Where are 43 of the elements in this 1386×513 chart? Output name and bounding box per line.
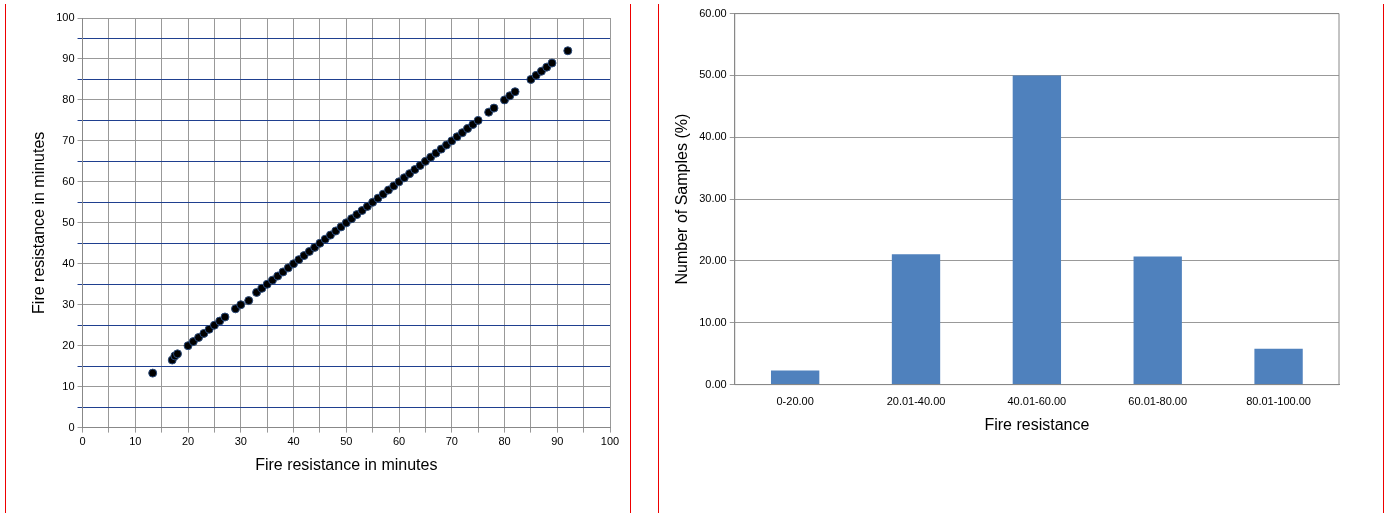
- bar: [1254, 348, 1303, 385]
- y-axis-title: Fire resistance in minutes: [30, 131, 48, 314]
- x-tick-label: 70: [445, 435, 458, 448]
- y-tick-label: 60.00: [699, 6, 727, 19]
- y-tick-label: 0.00: [705, 377, 727, 390]
- y-tick-label: 10: [62, 379, 75, 392]
- y-tick-label: 70: [62, 133, 75, 146]
- y-tick-label: 60: [62, 174, 75, 187]
- x-tick-label: 80: [498, 435, 511, 448]
- y-tick-label: 50.00: [699, 68, 727, 81]
- x-tick-label: 60: [392, 435, 406, 448]
- y-tick-label: 30.00: [699, 192, 727, 205]
- x-tick-label: 80.01-100.00: [1246, 395, 1311, 408]
- x-tick-label: 40.01-60.00: [1007, 395, 1067, 408]
- y-tick-label: 40.00: [699, 130, 727, 143]
- x-tick-label: 50: [340, 435, 353, 448]
- x-tick-label: 100: [600, 435, 620, 448]
- x-tick-label: 30: [234, 435, 247, 448]
- y-tick-label: 50: [62, 215, 75, 228]
- y-tick-label: 80: [62, 92, 75, 105]
- x-tick-label: 0: [79, 435, 86, 448]
- x-tick-label: 40: [287, 435, 300, 448]
- x-tick-label: 60.01-80.00: [1128, 395, 1188, 408]
- y-axis-title: Number of Samples (%): [673, 113, 691, 285]
- x-tick-label: 20: [181, 435, 195, 448]
- x-tick-label: 0-20.00: [776, 395, 814, 408]
- bar: [1012, 75, 1062, 385]
- bar: [891, 254, 941, 385]
- y-tick-label: 20.00: [699, 253, 727, 266]
- y-tick-label: 90: [62, 51, 75, 64]
- x-axis-title: Fire resistance: [984, 415, 1090, 433]
- y-tick-label: 20: [62, 338, 75, 351]
- y-tick-label: 10.00: [699, 315, 727, 328]
- x-tick-label: 20.01-40.00: [886, 395, 946, 408]
- y-tick-label: 0: [68, 420, 75, 433]
- y-tick-label: 30: [62, 297, 75, 310]
- y-tick-label: 100: [56, 11, 75, 24]
- x-tick-label: 90: [551, 435, 564, 448]
- bar: [1133, 256, 1182, 385]
- x-axis-title: Fire resistance in minutes: [255, 455, 438, 473]
- bar: [770, 370, 820, 385]
- y-tick-label: 40: [62, 256, 75, 269]
- x-tick-label: 10: [129, 435, 142, 448]
